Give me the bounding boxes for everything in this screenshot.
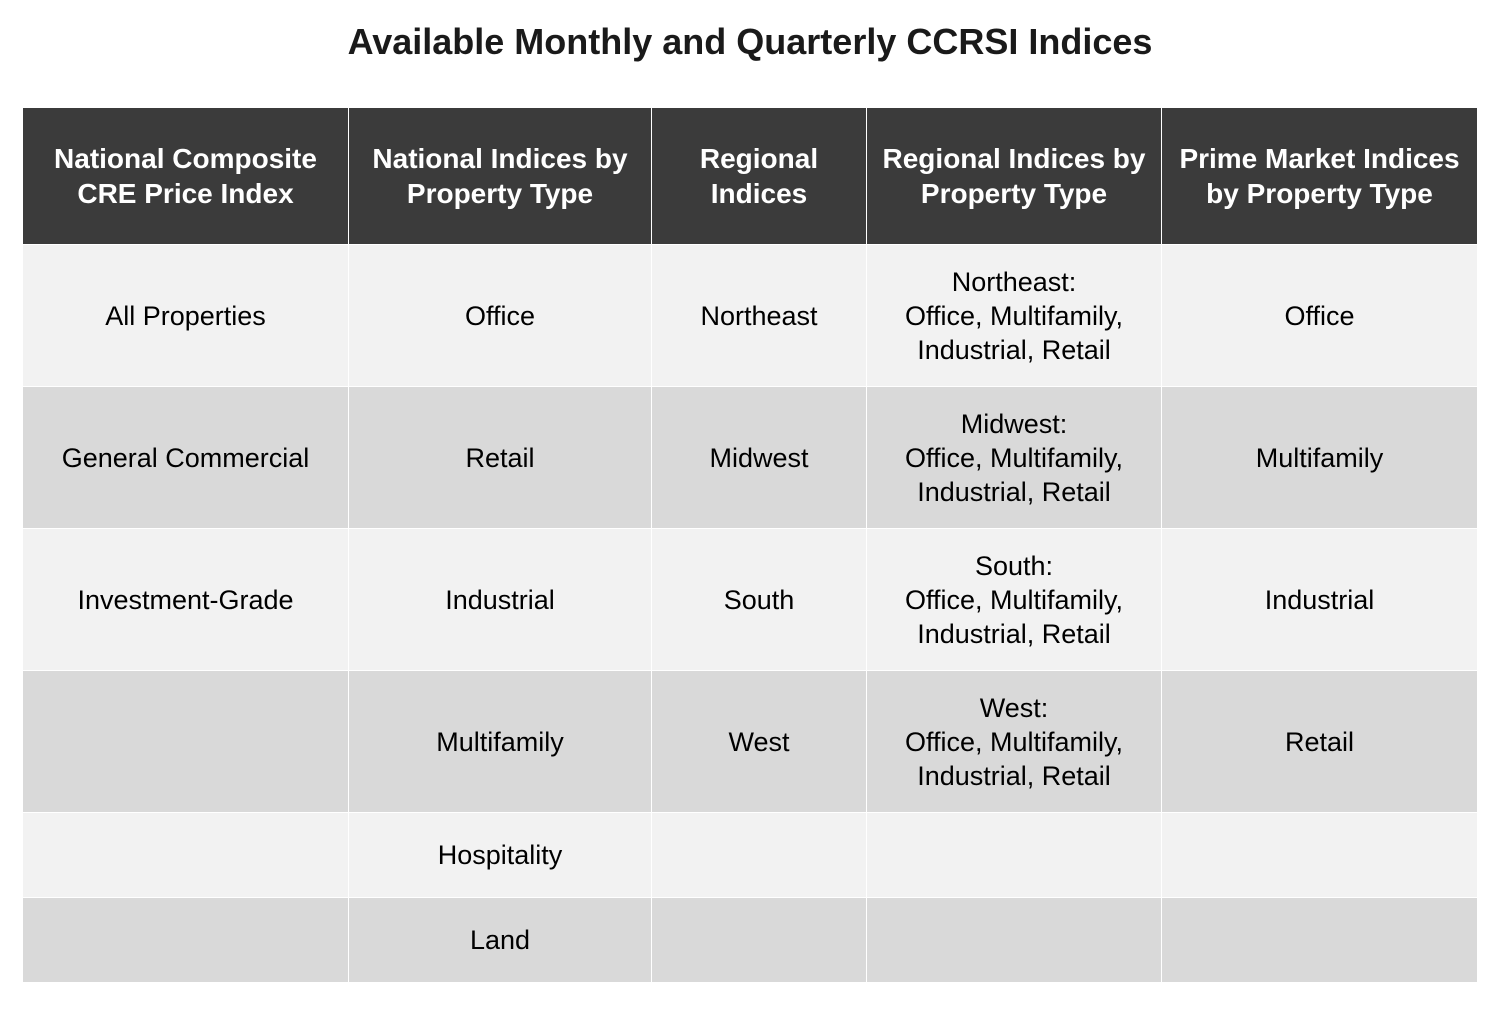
cell-national-by-type: Multifamily (348, 670, 652, 813)
cell-region-types-line: Office, Multifamily, (904, 300, 1124, 331)
cell-national-composite (22, 897, 349, 983)
cell-regional: South (651, 528, 867, 671)
cell-national-composite (22, 812, 349, 898)
cell-prime-market (1161, 812, 1478, 898)
header-national-composite: National Composite CRE Price Index (22, 107, 349, 245)
cell-regional-by-type: South: Office, Multifamily, Industrial, … (866, 528, 1162, 671)
cell-region-types-line: Industrial, Retail (917, 476, 1111, 507)
table-header-row: National Composite CRE Price Index Natio… (22, 107, 1478, 245)
header-prime-market: Prime Market Indices by Property Type (1161, 107, 1478, 245)
cell-regional (651, 897, 867, 983)
cell-national-by-type: Retail (348, 386, 652, 529)
cell-national-composite: All Properties (22, 244, 349, 387)
cell-regional: Midwest (651, 386, 867, 529)
indices-table: National Composite CRE Price Index Natio… (22, 107, 1478, 983)
cell-national-by-type: Land (348, 897, 652, 983)
cell-regional: West (651, 670, 867, 813)
cell-prime-market: Retail (1161, 670, 1478, 813)
table-row: Hospitality (22, 812, 1478, 898)
cell-prime-market: Industrial (1161, 528, 1478, 671)
cell-regional-by-type: West: Office, Multifamily, Industrial, R… (866, 670, 1162, 813)
table-row: Investment-Grade Industrial South South:… (22, 528, 1478, 671)
cell-national-by-type: Industrial (348, 528, 652, 671)
header-regional-by-type: Regional Indices by Property Type (866, 107, 1162, 245)
cell-regional: Northeast (651, 244, 867, 387)
header-regional: Regional Indices (651, 107, 867, 245)
cell-prime-market: Office (1161, 244, 1478, 387)
cell-region-name: Midwest: (960, 408, 1068, 439)
cell-region-types-line: Industrial, Retail (917, 760, 1111, 791)
cell-region-name: West: (979, 692, 1049, 723)
cell-regional (651, 812, 867, 898)
cell-national-composite: Investment-Grade (22, 528, 349, 671)
page-title: Available Monthly and Quarterly CCRSI In… (347, 21, 1153, 62)
cell-region-types-line: Industrial, Retail (917, 618, 1111, 649)
cell-region-name: Northeast: (951, 266, 1077, 297)
cell-national-composite (22, 670, 349, 813)
cell-prime-market (1161, 897, 1478, 983)
cell-regional-by-type (866, 812, 1162, 898)
cell-region-types-line: Office, Multifamily, (904, 726, 1124, 757)
cell-region-name: South: (974, 550, 1054, 581)
cell-national-by-type: Office (348, 244, 652, 387)
cell-regional-by-type: Northeast: Office, Multifamily, Industri… (866, 244, 1162, 387)
table-row: All Properties Office Northeast Northeas… (22, 244, 1478, 387)
cell-region-types-line: Office, Multifamily, (904, 584, 1124, 615)
cell-regional-by-type (866, 897, 1162, 983)
cell-prime-market: Multifamily (1161, 386, 1478, 529)
cell-region-types-line: Industrial, Retail (917, 334, 1111, 365)
table-row: Land (22, 897, 1478, 983)
cell-national-by-type: Hospitality (348, 812, 652, 898)
cell-national-composite: General Commercial (22, 386, 349, 529)
table-row: General Commercial Retail Midwest Midwes… (22, 386, 1478, 529)
header-national-by-type: National Indices by Property Type (348, 107, 652, 245)
table-row: Multifamily West West: Office, Multifami… (22, 670, 1478, 813)
cell-region-types-line: Office, Multifamily, (904, 442, 1124, 473)
cell-regional-by-type: Midwest: Office, Multifamily, Industrial… (866, 386, 1162, 529)
